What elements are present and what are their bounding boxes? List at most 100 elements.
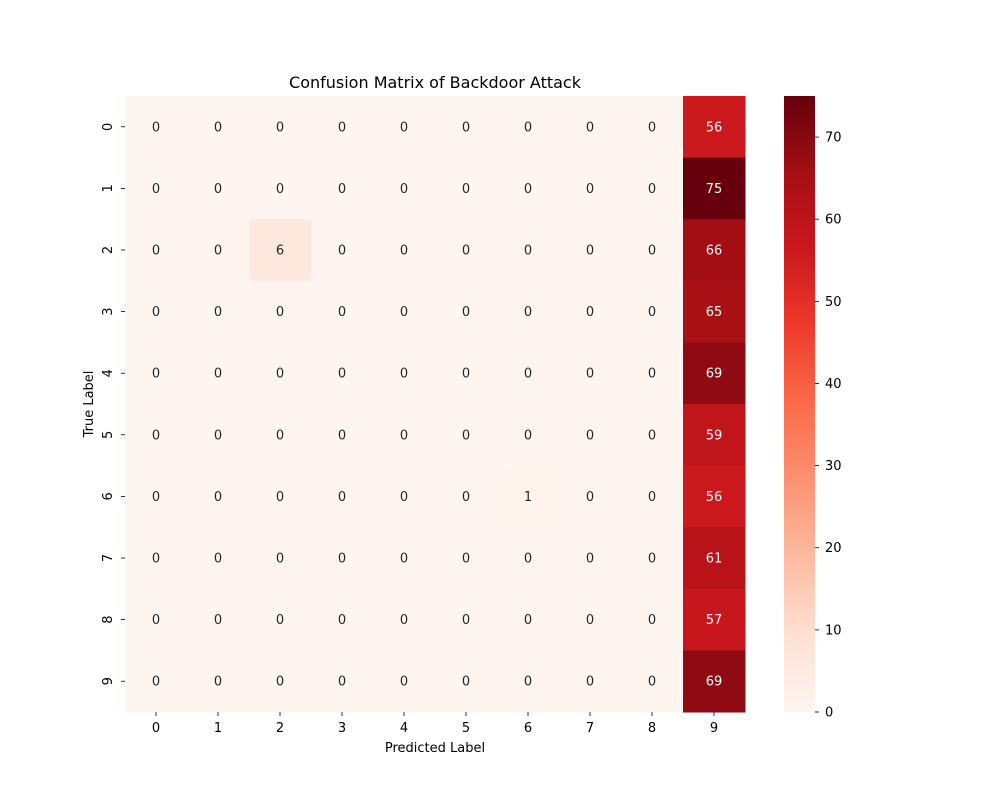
cell-value-label: 0 bbox=[462, 367, 470, 382]
cell-value-label: 0 bbox=[276, 490, 284, 505]
heatmap-cell bbox=[125, 527, 188, 590]
heatmap-cell bbox=[311, 527, 374, 590]
heatmap-cell bbox=[373, 588, 436, 651]
heatmap-cell bbox=[249, 219, 312, 282]
cell-value-label: 0 bbox=[152, 367, 160, 382]
cell-value-label: 0 bbox=[152, 552, 160, 567]
cell-value-label: 6 bbox=[276, 244, 284, 259]
cell-value-label: 0 bbox=[152, 490, 160, 505]
heatmap-cell bbox=[435, 404, 498, 467]
cell-value-label: 0 bbox=[400, 244, 408, 259]
cell-value-label: 0 bbox=[524, 675, 532, 690]
cell-value-label: 0 bbox=[586, 367, 594, 382]
heatmap-cell bbox=[187, 465, 250, 528]
cell-value-label: 75 bbox=[706, 182, 723, 197]
cell-value-label: 0 bbox=[648, 552, 656, 567]
cell-value-label: 0 bbox=[524, 120, 532, 135]
y-axis-label: True Label bbox=[82, 371, 97, 439]
heatmap-cell bbox=[621, 465, 684, 528]
cell-value-label: 0 bbox=[586, 182, 594, 197]
heatmap-cell bbox=[497, 588, 560, 651]
cell-value-label: 0 bbox=[648, 244, 656, 259]
cell-value-label: 1 bbox=[524, 490, 532, 505]
cell-value-label: 56 bbox=[706, 120, 723, 135]
heatmap-cell bbox=[311, 342, 374, 405]
heatmap-cell bbox=[311, 404, 374, 467]
colorbar-tick-label: 60 bbox=[825, 213, 842, 228]
heatmap-cell bbox=[249, 280, 312, 343]
heatmap-cell bbox=[683, 404, 746, 467]
cell-value-label: 0 bbox=[276, 428, 284, 443]
heatmap-cell bbox=[621, 157, 684, 220]
heatmap-cell bbox=[249, 342, 312, 405]
heatmap-cell bbox=[187, 157, 250, 220]
cell-value-label: 0 bbox=[648, 613, 656, 628]
y-tick-label: 9 bbox=[101, 677, 116, 685]
heatmap-cell bbox=[373, 527, 436, 590]
cell-value-label: 0 bbox=[152, 675, 160, 690]
heatmap-cell bbox=[373, 404, 436, 467]
heatmap-cell bbox=[249, 96, 312, 159]
heatmap-cell bbox=[311, 157, 374, 220]
heatmap-cell bbox=[373, 280, 436, 343]
x-tick-label: 1 bbox=[214, 721, 222, 736]
heatmap-cell bbox=[683, 342, 746, 405]
heatmap-cell bbox=[435, 96, 498, 159]
cell-value-label: 0 bbox=[462, 182, 470, 197]
x-tick-label: 4 bbox=[400, 721, 408, 736]
heatmap-cell bbox=[621, 588, 684, 651]
heatmap-cell bbox=[435, 280, 498, 343]
heatmap-cell bbox=[435, 219, 498, 282]
cell-value-label: 0 bbox=[276, 552, 284, 567]
cell-value-label: 0 bbox=[276, 675, 284, 690]
heatmap-cell bbox=[435, 157, 498, 220]
heatmap-cell bbox=[187, 404, 250, 467]
cell-value-label: 57 bbox=[706, 613, 723, 628]
x-tick-label: 6 bbox=[524, 721, 532, 736]
heatmap-cell bbox=[373, 465, 436, 528]
cell-value-label: 0 bbox=[462, 675, 470, 690]
y-tick-label: 3 bbox=[101, 307, 116, 315]
cell-value-label: 0 bbox=[586, 244, 594, 259]
heatmap-cell bbox=[125, 96, 188, 159]
cell-value-label: 0 bbox=[648, 305, 656, 320]
heatmap-cell bbox=[497, 465, 560, 528]
cell-value-label: 0 bbox=[338, 552, 346, 567]
heatmap-cell bbox=[683, 527, 746, 590]
heatmap-cell bbox=[559, 157, 622, 220]
heatmap-cell bbox=[187, 588, 250, 651]
cell-value-label: 0 bbox=[214, 675, 222, 690]
cell-value-label: 0 bbox=[462, 490, 470, 505]
y-tick-label: 1 bbox=[101, 184, 116, 192]
heatmap-cell bbox=[311, 588, 374, 651]
cell-value-label: 0 bbox=[338, 305, 346, 320]
cell-value-label: 0 bbox=[524, 244, 532, 259]
cell-value-label: 0 bbox=[400, 367, 408, 382]
heatmap-cell bbox=[187, 650, 250, 713]
cell-value-label: 0 bbox=[648, 367, 656, 382]
cell-value-label: 65 bbox=[706, 305, 723, 320]
colorbar-tick-label: 20 bbox=[825, 541, 842, 556]
heatmap-cell bbox=[125, 650, 188, 713]
heatmap-cell bbox=[249, 527, 312, 590]
heatmap-cell bbox=[621, 219, 684, 282]
cell-value-label: 0 bbox=[524, 305, 532, 320]
y-tick-label: 5 bbox=[101, 431, 116, 439]
cell-value-label: 0 bbox=[276, 613, 284, 628]
cell-value-label: 0 bbox=[152, 120, 160, 135]
heatmap-cell bbox=[187, 96, 250, 159]
cell-value-label: 0 bbox=[276, 182, 284, 197]
heatmap-cell bbox=[311, 219, 374, 282]
heatmap-cell bbox=[497, 157, 560, 220]
heatmap-cell bbox=[125, 280, 188, 343]
cell-value-label: 0 bbox=[400, 305, 408, 320]
y-tick-label: 6 bbox=[101, 492, 116, 500]
chart-title: Confusion Matrix of Backdoor Attack bbox=[289, 73, 582, 92]
heatmap-cell bbox=[125, 342, 188, 405]
heatmap-cell bbox=[683, 157, 746, 220]
heatmap-cell bbox=[435, 465, 498, 528]
cell-value-label: 0 bbox=[152, 613, 160, 628]
heatmap-cell bbox=[621, 342, 684, 405]
